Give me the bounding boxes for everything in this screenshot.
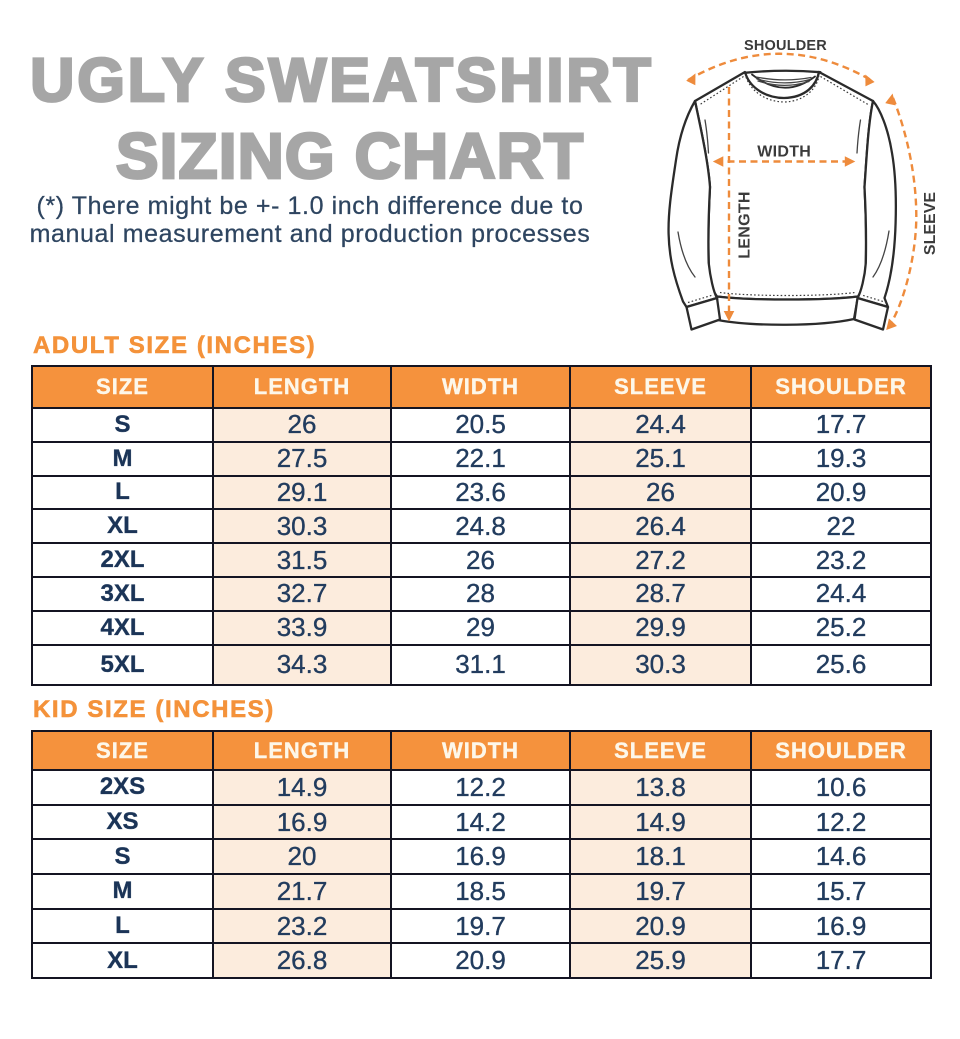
- svg-text:LENGTH: LENGTH: [737, 191, 754, 259]
- svg-text:SLEEVE: SLEEVE: [922, 192, 939, 255]
- svg-text:WIDTH: WIDTH: [757, 144, 811, 161]
- svg-text:SHOULDER: SHOULDER: [744, 38, 827, 54]
